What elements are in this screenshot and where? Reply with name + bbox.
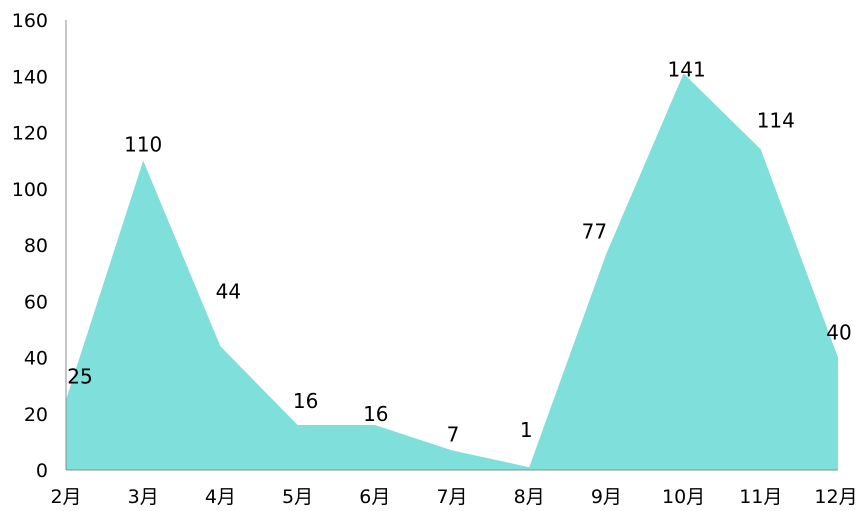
y-tick-label: 80 bbox=[24, 235, 48, 257]
x-tick-label: 4月 bbox=[205, 486, 236, 508]
data-label: 16 bbox=[363, 402, 388, 426]
data-label: 114 bbox=[757, 108, 795, 132]
x-tick-labels: 2月 3月 4月 5月 6月 7月 8月 9月 10月 11月 12月 bbox=[50, 486, 857, 508]
y-tick-label: 20 bbox=[24, 404, 48, 426]
data-label: 110 bbox=[124, 133, 162, 157]
x-tick-label: 11月 bbox=[739, 486, 782, 508]
x-tick-label: 7月 bbox=[436, 486, 467, 508]
x-tick-label: 8月 bbox=[514, 486, 545, 508]
data-label: 25 bbox=[67, 365, 92, 389]
y-tick-label: 40 bbox=[24, 348, 48, 370]
data-label: 16 bbox=[293, 389, 318, 413]
data-label: 40 bbox=[826, 321, 851, 345]
data-label: 7 bbox=[447, 422, 460, 446]
y-tick-label: 60 bbox=[24, 291, 48, 313]
data-label: 44 bbox=[216, 279, 241, 303]
x-tick-label: 5月 bbox=[282, 486, 313, 508]
y-tick-label: 120 bbox=[12, 123, 48, 145]
y-tick-label: 0 bbox=[36, 460, 48, 482]
y-tick-labels: 0 20 40 60 80 100 120 140 160 bbox=[12, 10, 48, 482]
y-tick-label: 160 bbox=[12, 10, 48, 32]
data-label: 141 bbox=[668, 57, 706, 81]
y-tick-label: 140 bbox=[12, 66, 48, 88]
area-layer bbox=[66, 73, 838, 470]
x-tick-label: 12月 bbox=[814, 486, 857, 508]
series-area bbox=[66, 73, 838, 470]
data-label: 77 bbox=[582, 219, 607, 243]
x-tick-label: 3月 bbox=[128, 486, 159, 508]
x-tick-label: 6月 bbox=[359, 486, 390, 508]
x-tick-label: 9月 bbox=[591, 486, 622, 508]
x-tick-label: 10月 bbox=[662, 486, 705, 508]
data-label: 1 bbox=[520, 418, 533, 442]
data-labels: 25 110 44 16 16 7 1 77 141 114 40 bbox=[67, 57, 851, 446]
y-tick-label: 100 bbox=[12, 179, 48, 201]
x-tick-label: 2月 bbox=[50, 486, 81, 508]
